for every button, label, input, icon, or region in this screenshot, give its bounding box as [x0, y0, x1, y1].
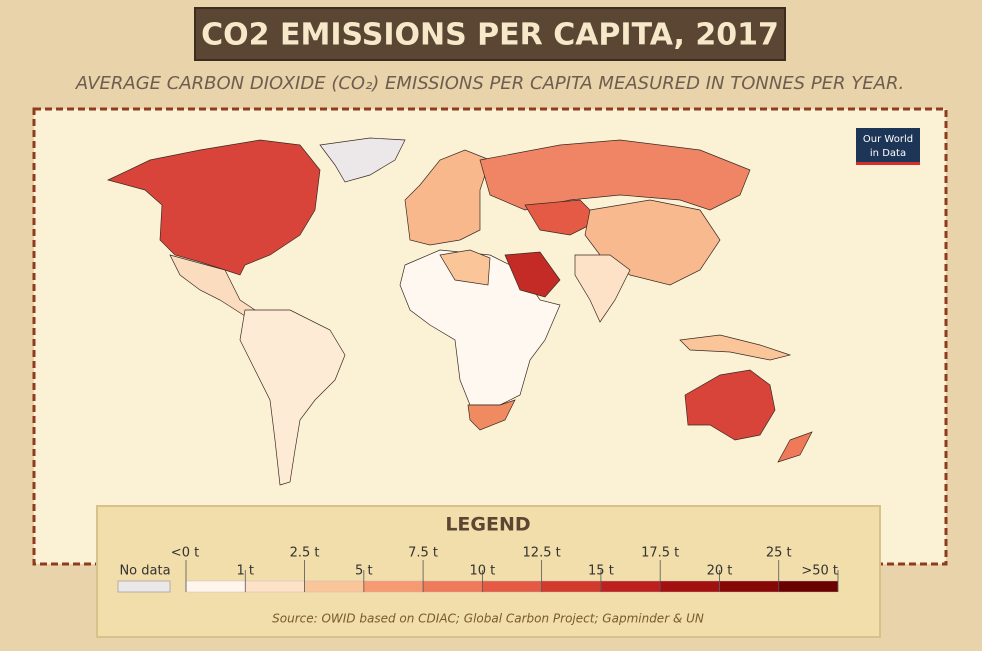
- saudi-arabia: [504, 251, 561, 298]
- no-data-label: No data: [119, 564, 170, 579]
- legend-panel: [96, 505, 881, 638]
- legend-tick-label: 20 t: [707, 564, 733, 579]
- india: [574, 254, 631, 323]
- legend-swatch: [659, 580, 720, 593]
- europe: [404, 149, 491, 246]
- legend-tick-label: 17.5 t: [641, 546, 679, 561]
- russia: [479, 139, 751, 211]
- legend-swatch: [245, 580, 305, 593]
- legend-tick-label: 2.5 t: [290, 546, 320, 561]
- legend-swatch: [304, 580, 365, 593]
- legend-tick-label: >50 t: [801, 564, 838, 579]
- south-africa: [467, 399, 516, 431]
- subtitle: AVERAGE CARBON DIOXIDE (CO₂) EMISSIONS P…: [75, 73, 904, 94]
- new-zealand: [777, 431, 813, 463]
- no-data-swatch: [117, 580, 171, 593]
- kazakhstan: [524, 199, 601, 236]
- title-banner: [194, 7, 786, 61]
- legend-tick-label: 15 t: [588, 564, 614, 579]
- logo: [856, 128, 920, 165]
- legend-swatch: [482, 580, 542, 593]
- libya: [439, 249, 491, 286]
- south-america: [239, 309, 346, 486]
- logo-text: in Data: [870, 148, 906, 159]
- legend-swatch: [719, 580, 779, 593]
- legend-swatch: [541, 580, 602, 593]
- legend-tick-label: 25 t: [766, 546, 792, 561]
- legend-title: LEGEND: [445, 514, 530, 536]
- legend-swatch: [363, 580, 424, 593]
- legend-swatch: [778, 580, 839, 593]
- title: CO2 EMISSIONS PER CAPITA, 2017: [201, 18, 779, 53]
- legend-scale: <0 t 1 t 2.5 t 5 t 7.5 t 10 t 12.5 t 15 t 17.5 t…: [171, 546, 839, 593]
- logo-text: Our World: [863, 134, 913, 145]
- legend-swatch: [185, 580, 246, 593]
- legend-tick-label: 5 t: [355, 564, 373, 579]
- logo-underline: [856, 162, 920, 165]
- legend-tick-label: <0 t: [171, 546, 199, 561]
- source: Source: OWID based on CDIAC; Global Carb…: [272, 612, 704, 626]
- legend-swatch: [422, 580, 483, 593]
- legend-tick-label: 1 t: [237, 564, 255, 579]
- legend-swatch: [600, 580, 661, 593]
- greenland: [319, 137, 406, 183]
- legend-tick-label: 7.5 t: [408, 546, 438, 561]
- map: [106, 137, 813, 486]
- australia: [684, 369, 776, 441]
- legend-tick-label: 10 t: [469, 564, 495, 579]
- north-america: [106, 139, 321, 276]
- legend-tick-label: 12.5 t: [523, 546, 561, 561]
- indonesia: [679, 334, 792, 361]
